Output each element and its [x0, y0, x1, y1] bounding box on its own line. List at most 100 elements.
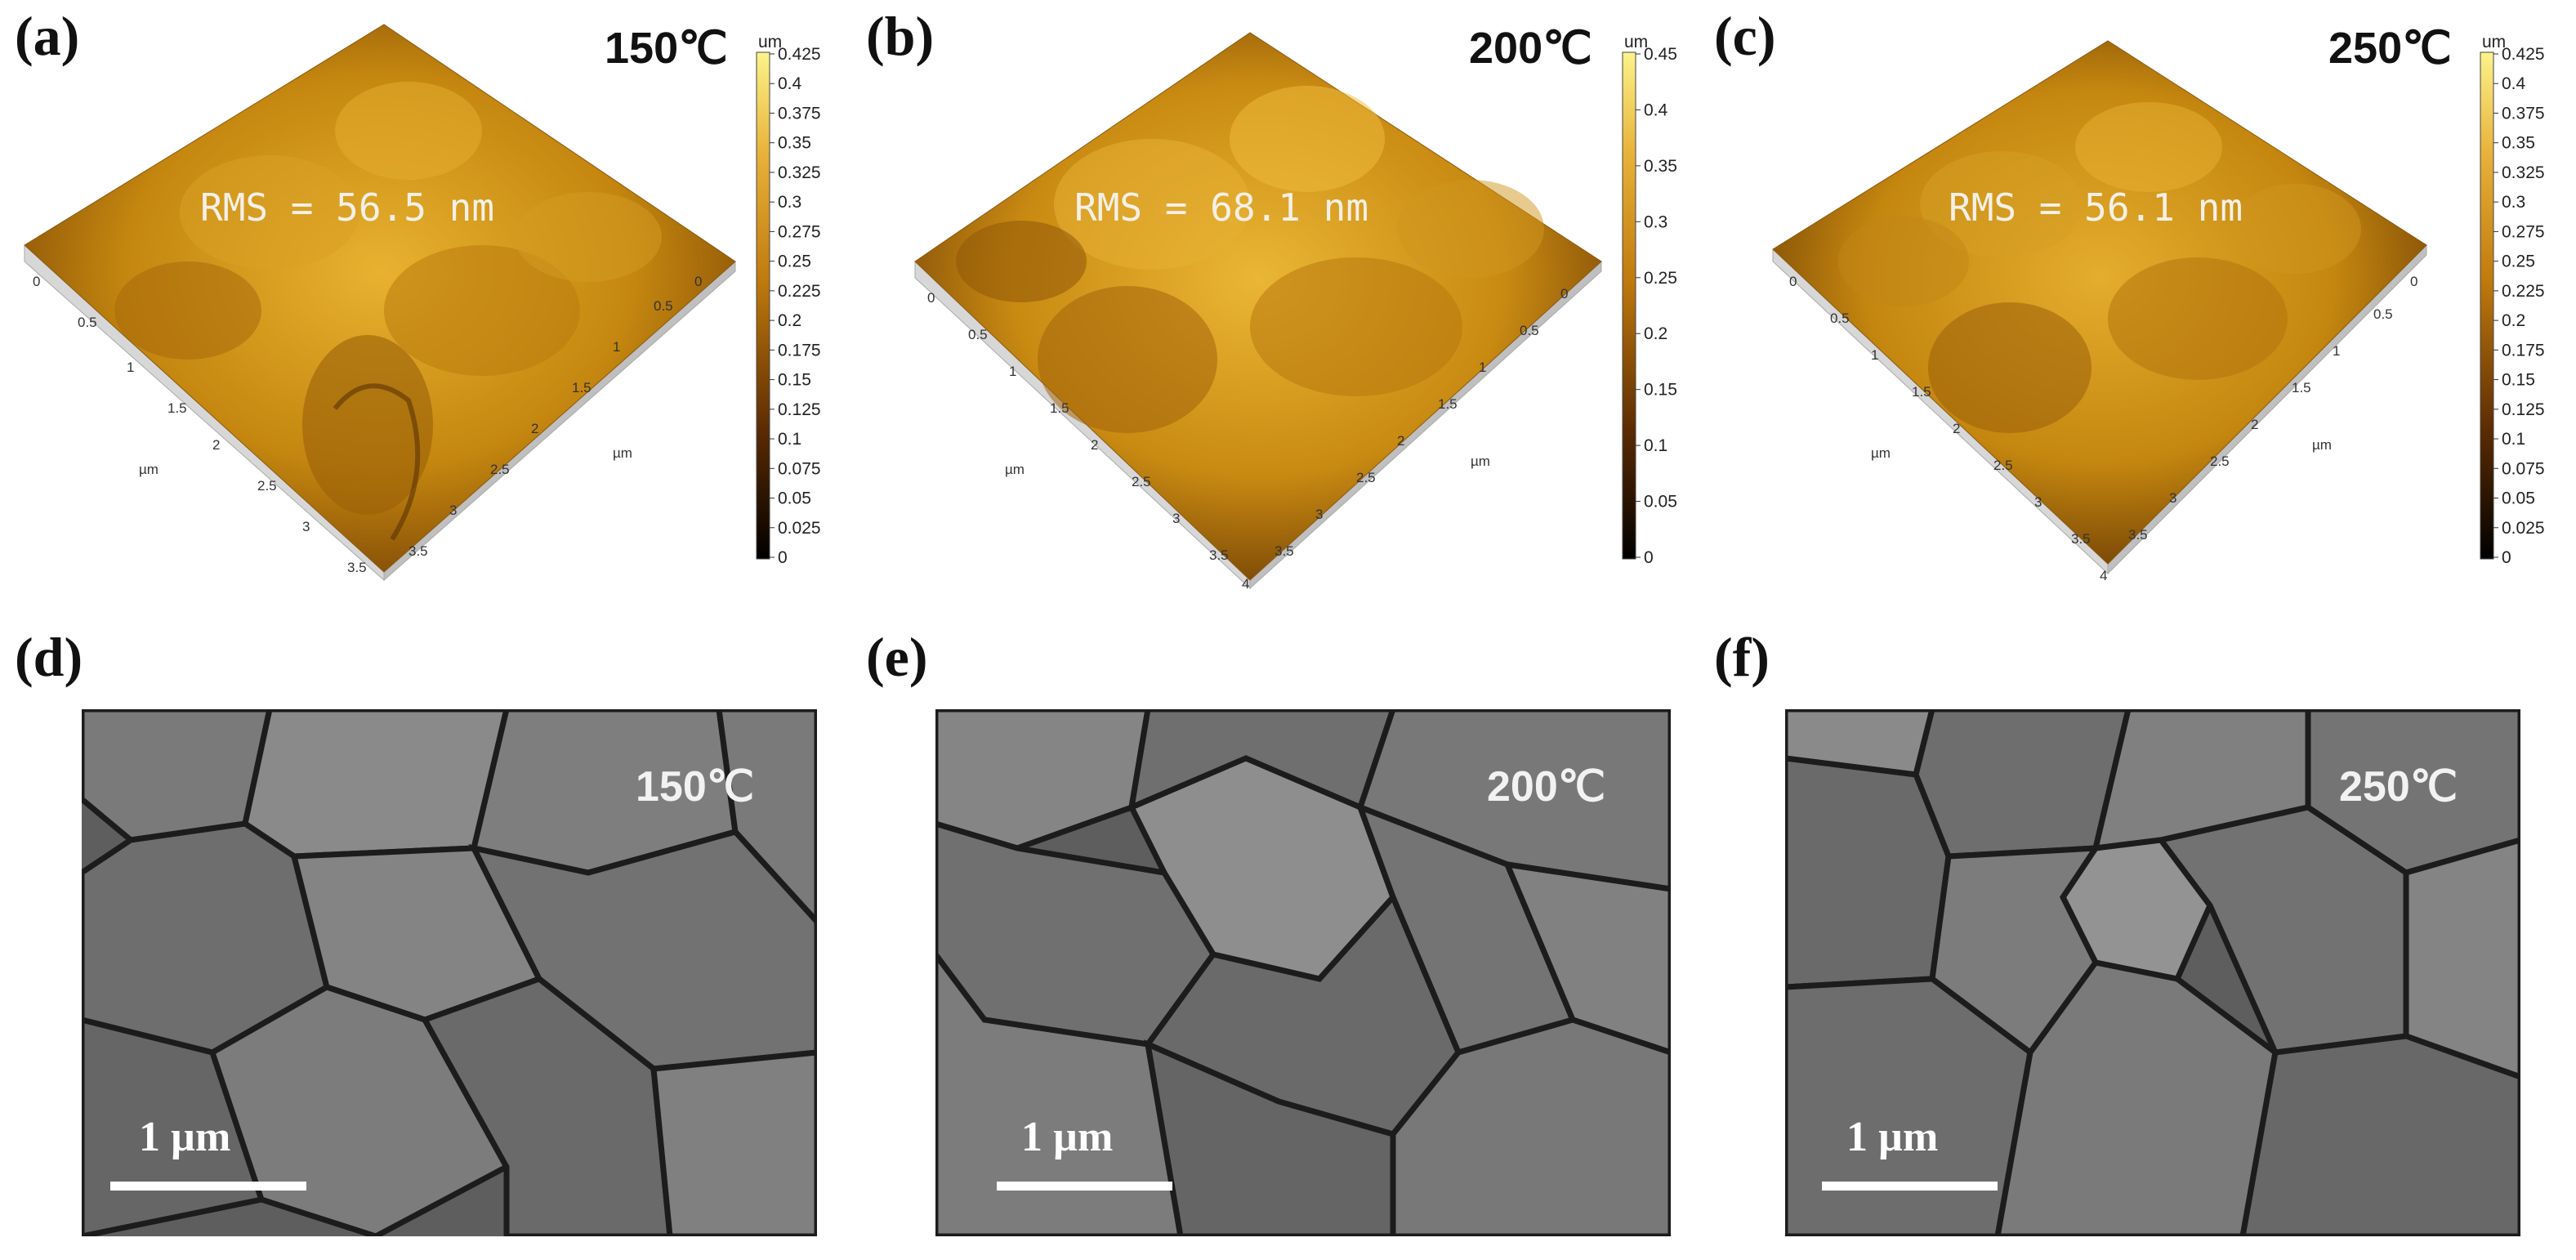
afm-axis-tick: 3.5 — [1209, 547, 1229, 563]
colorbar-tick-label: 0.225 — [2502, 282, 2545, 301]
colorbar-tick-label: 0.25 — [2502, 252, 2535, 271]
scale-bar-f — [1822, 1182, 1998, 1191]
sem-image-d: 150℃ 1 µm — [82, 709, 817, 1236]
afm-axis-tick: 0 — [927, 290, 935, 306]
afm-axis-tick: 1.5 — [572, 380, 592, 395]
afm-axis-tick: 2.5 — [1132, 474, 1151, 489]
afm-axis-unit: µm — [1871, 445, 1891, 461]
colorbar-tick-label: 0.375 — [2502, 104, 2545, 123]
afm-axis-tick: 3.5 — [347, 560, 367, 575]
afm-axis-tick: 0.5 — [1520, 323, 1539, 338]
colorbar-ticks: 0.45 0.4 0.35 0.3 0.25 0.2 0.15 0.1 0.05 0 — [1636, 45, 1677, 567]
afm-axis-tick: 2 — [2251, 417, 2258, 432]
afm-surface-a: RMS = 56.5 nm 0 0.5 1 1.5 2 2.5 3 3.5 µm… — [24, 24, 736, 582]
panel-label-c: (c) — [1714, 5, 1776, 67]
afm-rms-a: RMS = 56.5 nm — [200, 185, 494, 230]
afm-axis-unit: µm — [1005, 462, 1025, 477]
colorbar-tick-label: 0.1 — [778, 430, 801, 449]
colorbar-tick-label: 0.15 — [1644, 381, 1677, 400]
afm-axis-tick: 2 — [1953, 421, 1960, 436]
afm-axis-tick: 0 — [694, 274, 702, 289]
colorbar-tick-label: 0.275 — [778, 222, 821, 241]
afm-axis-tick: 0.5 — [1830, 311, 1850, 326]
colorbar-tick-label: 0.175 — [2502, 341, 2545, 360]
afm-axis-tick: 3 — [302, 519, 310, 534]
afm-axis-tick: 1 — [1871, 347, 1878, 363]
afm-axis-tick: 2.5 — [1993, 458, 2013, 473]
afm-axis-tick: 3.5 — [1275, 543, 1294, 559]
colorbar-tick-label: 0.275 — [2502, 222, 2545, 241]
afm-axis-tick: 2.5 — [1356, 470, 1376, 485]
afm-axis-tick: 3.5 — [408, 543, 428, 559]
panel-label-a: (a) — [15, 5, 80, 67]
afm-axis-tick: 2 — [1397, 433, 1404, 449]
afm-axis-tick: 1.5 — [167, 400, 187, 416]
colorbar-tick-label: 0.3 — [778, 193, 801, 212]
afm-axis-tick: 0 — [1560, 286, 1568, 302]
sem-temp-f: 250℃ — [2339, 763, 2458, 811]
colorbar-tick-label: 0.4 — [1644, 101, 1668, 119]
afm-axis-tick: 4 — [1242, 576, 1249, 592]
colorbar-c: um 0.425 0.4 0.375 0.35 0.325 0.3 0.275 0.25 0.2… — [2480, 33, 2545, 567]
sem-temp-d: 150℃ — [636, 763, 754, 811]
colorbar-tick-label: 0.075 — [2502, 459, 2545, 478]
colorbar-tick-label: 0.15 — [2502, 371, 2535, 390]
colorbar-tick-label: 0.375 — [778, 104, 821, 123]
scale-bar-label-f: 1 µm — [1846, 1114, 1938, 1160]
colorbar-tick-label: 0.15 — [778, 371, 811, 390]
afm-axis-tick: 1 — [613, 339, 620, 355]
afm-axis-tick: 0.5 — [968, 327, 988, 342]
afm-axis-tick: 1 — [127, 360, 134, 375]
panel-label-d: (d) — [15, 626, 83, 688]
afm-axis-tick: 0 — [2410, 274, 2418, 289]
afm-axis-unit: µm — [613, 445, 632, 461]
afm-surface-b: RMS = 68.1 nm 0 0.5 1 1.5 2 2.5 3 3.5 4 … — [914, 32, 1602, 592]
colorbar-tick-label: 0.35 — [2502, 134, 2535, 153]
afm-axis-tick: 2.5 — [257, 478, 277, 494]
afm-axis-tick: 3 — [1172, 511, 1180, 526]
afm-axis-tick: 3 — [1315, 507, 1323, 522]
afm-axis-tick: 0.5 — [78, 315, 97, 330]
scale-bar-e — [997, 1182, 1172, 1191]
colorbar-a: um 0.425 0.4 0.375 0.35 0.325 0.3 0.275 0.25 0.2… — [756, 33, 821, 567]
colorbar-tick-label: 0.45 — [1644, 45, 1677, 64]
colorbar-tick-label: 0.4 — [778, 74, 802, 93]
colorbar-tick-label: 0.05 — [2502, 489, 2535, 508]
colorbar-tick-label: 0.225 — [778, 282, 821, 301]
colorbar-tick-label: 0.425 — [778, 45, 821, 64]
afm-axis-tick: 1 — [2333, 343, 2340, 359]
afm-axis-unit: µm — [1471, 454, 1490, 469]
afm-axis-tick: 2.5 — [2210, 454, 2230, 469]
afm-temp-c: 250℃ — [2328, 24, 2452, 73]
colorbar-unit: um — [758, 33, 782, 51]
colorbar-ticks: 0.425 0.4 0.375 0.35 0.325 0.3 0.275 0.25 0.225 0… — [2493, 45, 2545, 567]
afm-axis-tick: 3.5 — [2128, 527, 2148, 543]
afm-axis-tick: 1 — [1009, 364, 1016, 379]
colorbar-tick-label: 0.025 — [778, 519, 821, 538]
sem-image-e: 200℃ 1 µm — [935, 709, 1671, 1236]
colorbar-tick-label: 0.175 — [778, 341, 821, 360]
colorbar-tick-label: 0.4 — [2502, 74, 2526, 93]
afm-axis-tick: 2 — [531, 421, 538, 436]
afm-axis-tick: 2 — [1091, 437, 1098, 453]
afm-axis-tick: 1.5 — [1912, 384, 1931, 400]
afm-axis-tick: 3 — [2169, 490, 2176, 506]
afm-axis-tick: 1.5 — [1438, 396, 1458, 412]
panel-label-b: (b) — [866, 5, 935, 67]
afm-surface-c: RMS = 56.1 nm 0 0.5 1 1.5 2 2.5 3 3.5 4 … — [1772, 40, 2427, 583]
panel-label-e: (e) — [866, 626, 928, 688]
afm-axis-tick: 1 — [1479, 360, 1486, 375]
colorbar-tick-label: 0.125 — [2502, 400, 2545, 419]
afm-axis-tick: 2 — [212, 437, 220, 453]
panel-label-f: (f) — [1714, 626, 1770, 688]
colorbar-tick-label: 0.425 — [2502, 45, 2545, 64]
colorbar-tick-label: 0.3 — [2502, 193, 2525, 212]
colorbar-tick-label: 0.3 — [1644, 212, 1667, 231]
afm-rms-c: RMS = 56.1 nm — [1949, 185, 2243, 230]
afm-axis-unit: µm — [2312, 437, 2332, 453]
scale-bar-label-d: 1 µm — [139, 1114, 230, 1160]
colorbar-tick-label: 0.2 — [1644, 324, 1667, 343]
afm-temp-b: 200℃ — [1469, 24, 1592, 73]
colorbar-unit: um — [1624, 33, 1648, 51]
colorbar-tick-label: 0.25 — [1644, 269, 1677, 288]
